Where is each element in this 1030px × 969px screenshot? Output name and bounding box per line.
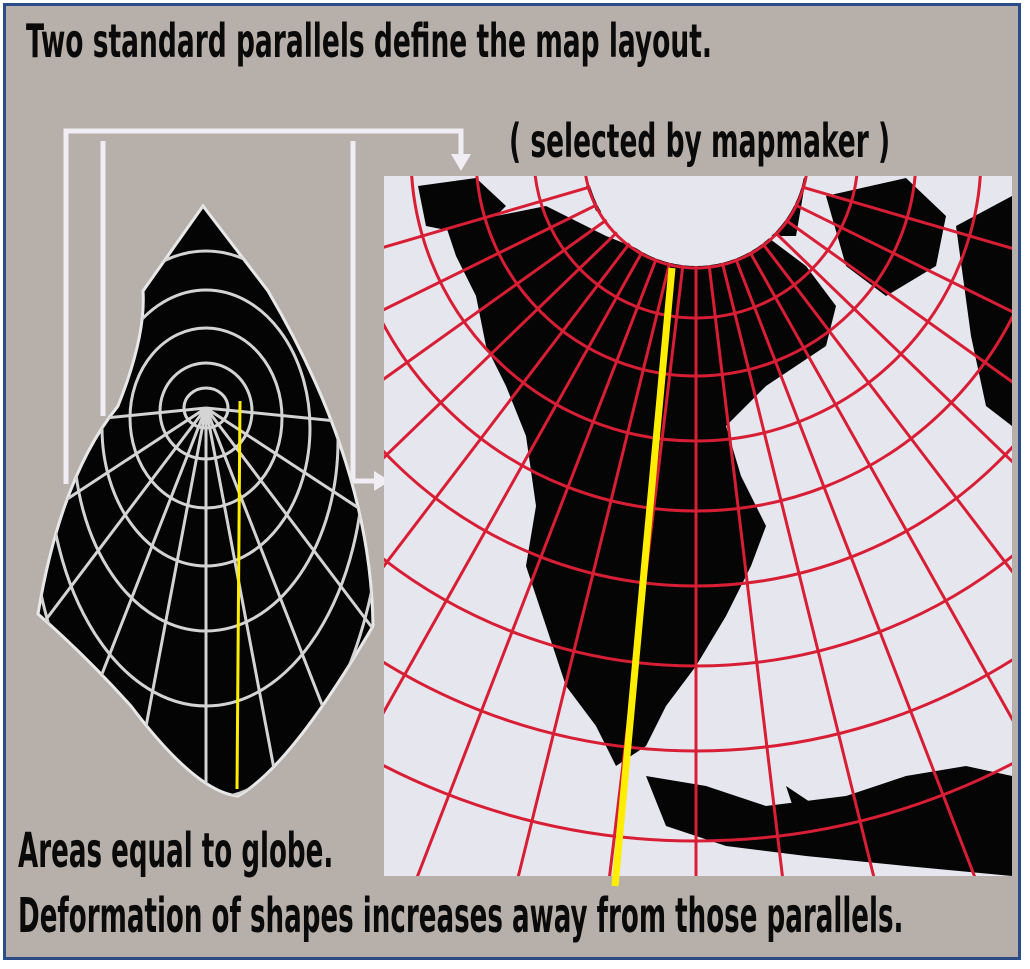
arrow-head-right xyxy=(374,471,390,491)
cone-projection-globe xyxy=(36,203,375,798)
diagram-frame: Two standard parallels define the map la… xyxy=(3,3,1021,960)
areas-caption: Areas equal to globe. xyxy=(18,823,334,879)
conic-map xyxy=(384,176,1012,876)
map-central-meridian xyxy=(611,267,676,887)
diagram-graphics xyxy=(36,128,1012,887)
connector-arrows xyxy=(63,128,464,484)
deformation-caption: Deformation of shapes increases away fro… xyxy=(18,888,904,944)
landmasses xyxy=(418,178,1012,876)
globe-central-meridian xyxy=(235,400,242,790)
arrow-head-top xyxy=(451,154,471,171)
diagram-subtitle: ( selected by mapmaker ) xyxy=(509,114,891,168)
diagram-title: Two standard parallels define the map la… xyxy=(26,14,712,68)
